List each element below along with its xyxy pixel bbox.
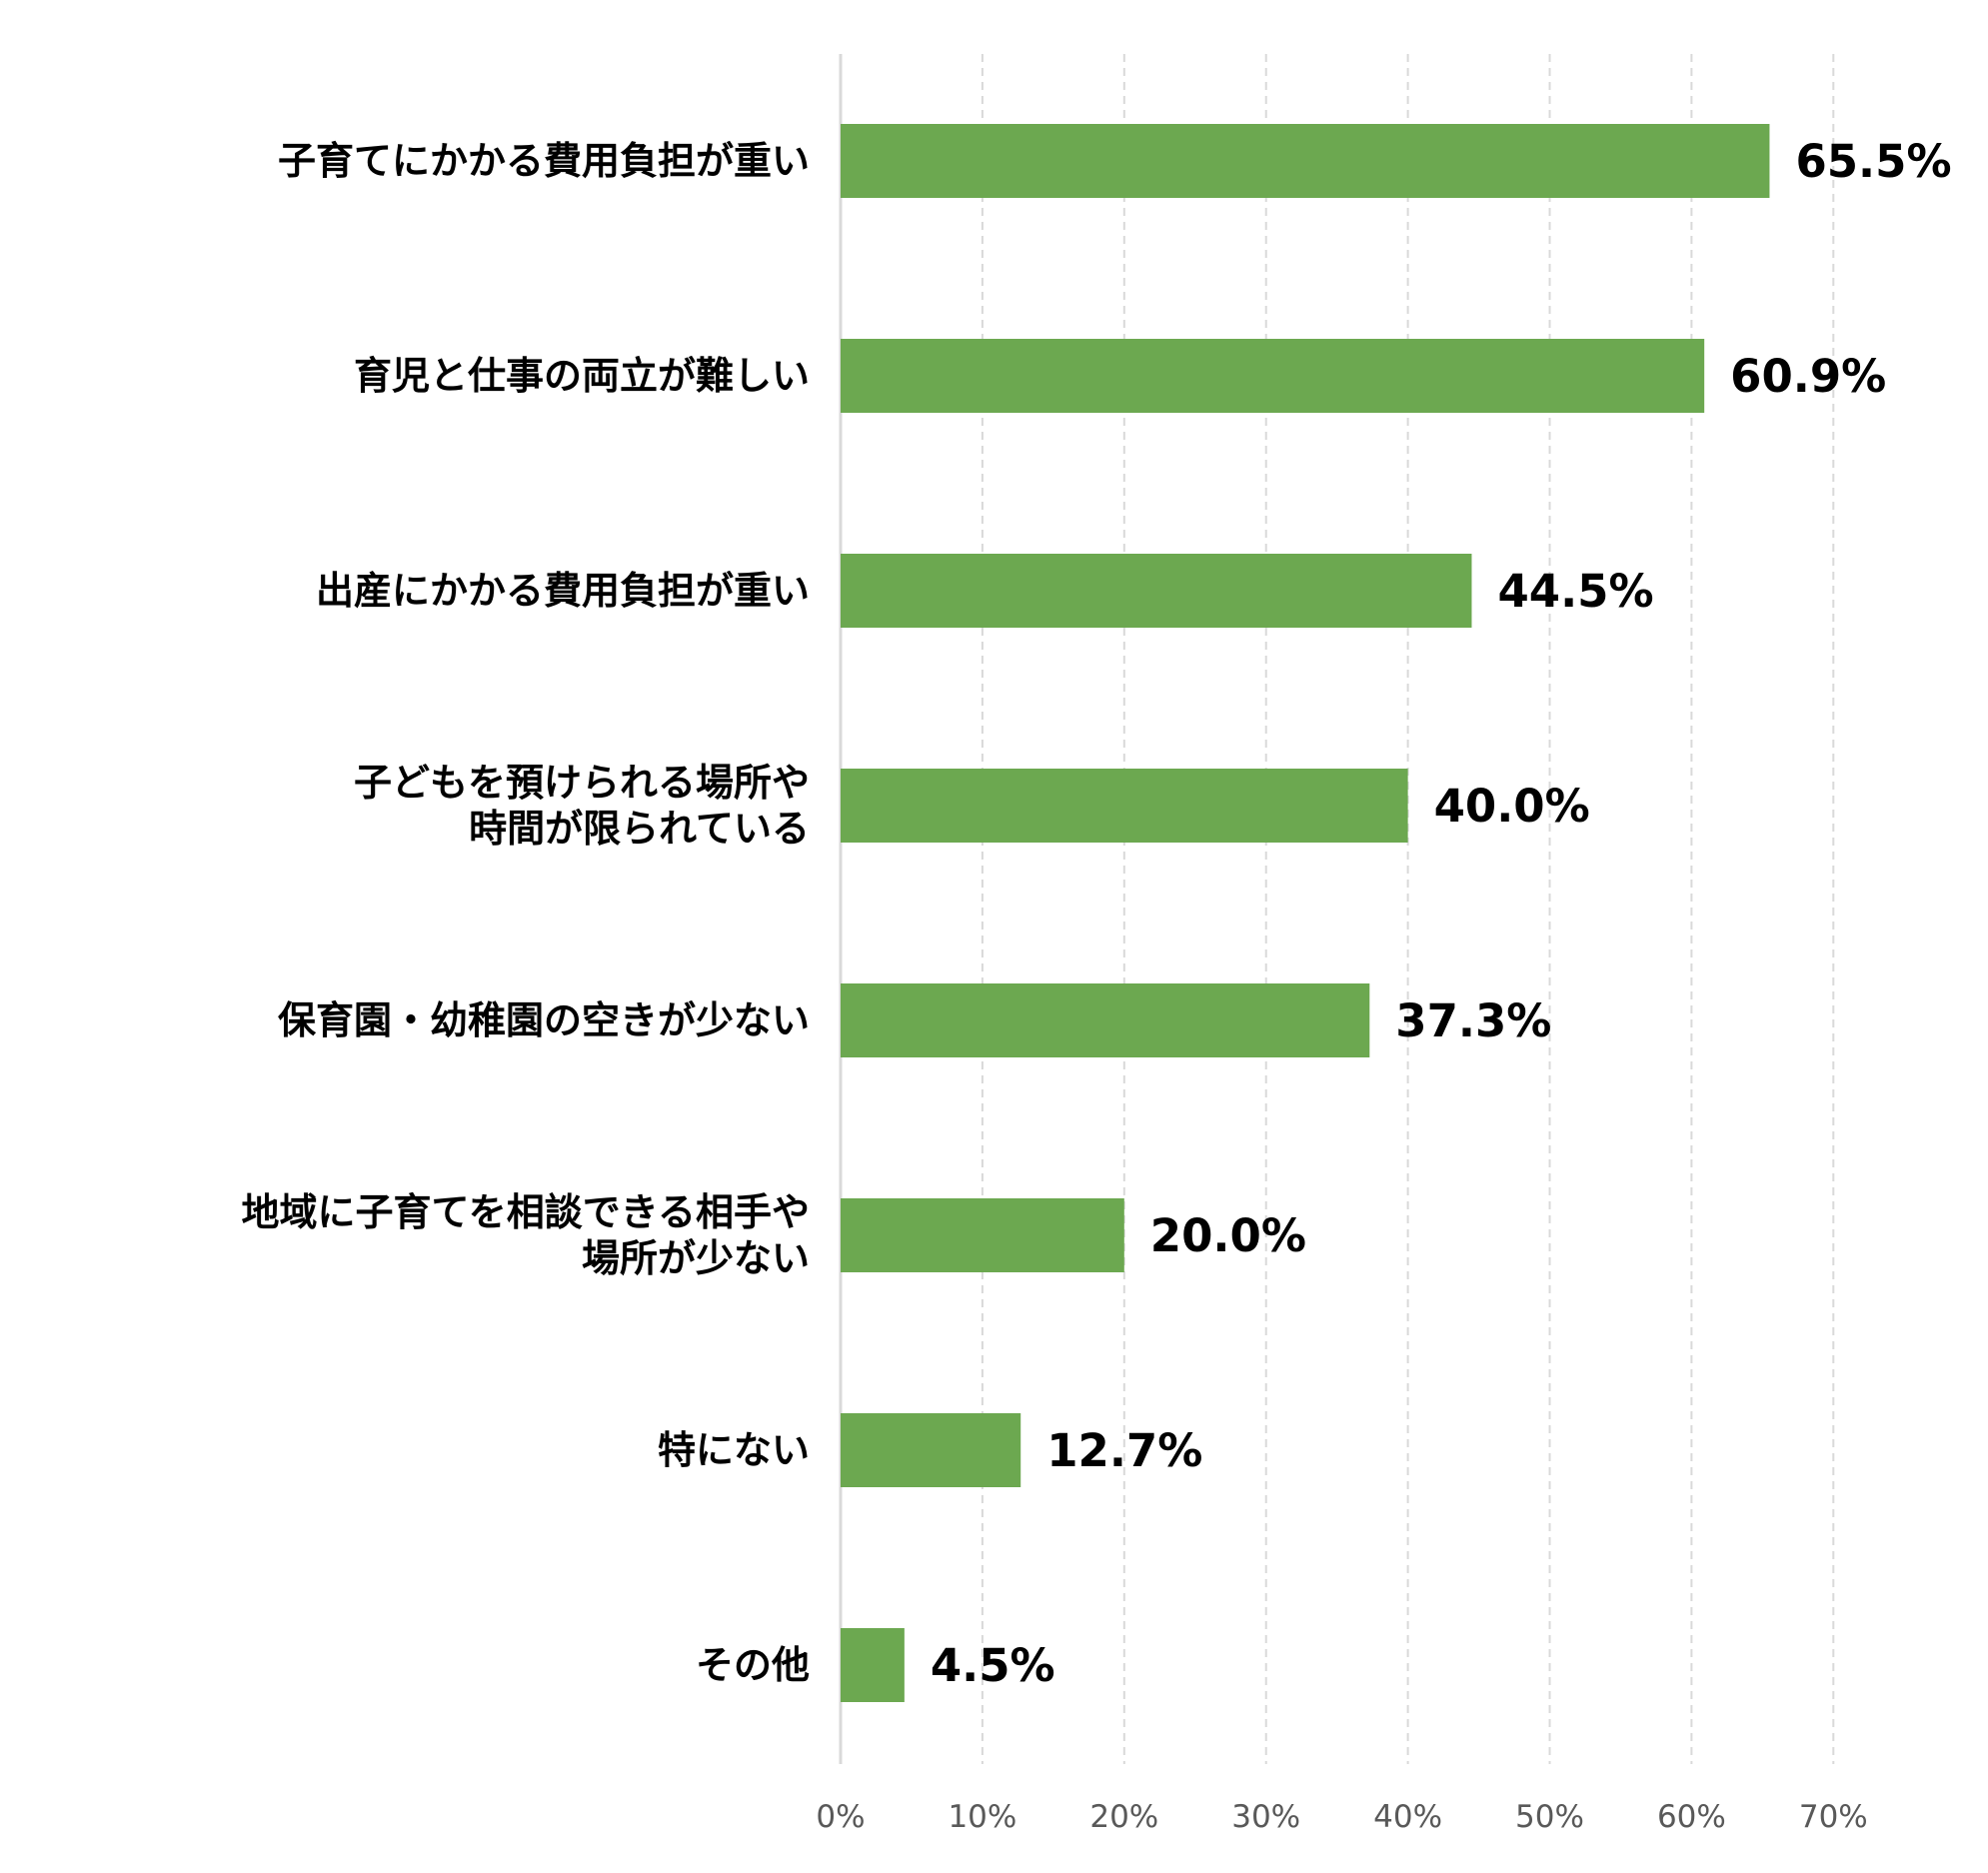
category-label-line: 出産にかかる費用負担が重い bbox=[316, 569, 810, 613]
category-label: 子育てにかかる費用負担が重い bbox=[278, 139, 810, 183]
data-label: 37.3% bbox=[1395, 994, 1551, 1047]
bar bbox=[841, 124, 1770, 198]
x-tick-label: 60% bbox=[1657, 1799, 1726, 1835]
category-label: 保育園・幼稚園の空きが少ない bbox=[278, 998, 810, 1042]
category-label-line: 時間が限られている bbox=[469, 807, 810, 851]
category-label-line: 子どもを預けられる場所や bbox=[354, 761, 810, 805]
category-label: 特にない bbox=[658, 1428, 810, 1472]
category-label: 育児と仕事の両立が難しい bbox=[354, 354, 810, 398]
x-tick-label: 30% bbox=[1231, 1799, 1300, 1835]
data-label: 4.5% bbox=[931, 1639, 1055, 1692]
data-label: 12.7% bbox=[1046, 1424, 1202, 1477]
data-label: 40.0% bbox=[1434, 780, 1590, 833]
category-label: 子どもを預けられる場所や時間が限られている bbox=[354, 761, 810, 851]
data-label: 65.5% bbox=[1795, 135, 1951, 188]
bar bbox=[841, 983, 1370, 1057]
x-tick-label: 10% bbox=[948, 1799, 1016, 1835]
category-label: その他 bbox=[696, 1643, 810, 1687]
category-label-line: 子育てにかかる費用負担が重い bbox=[278, 139, 810, 183]
x-tick-label: 40% bbox=[1373, 1799, 1442, 1835]
bar bbox=[841, 1198, 1124, 1272]
data-label: 20.0% bbox=[1150, 1209, 1306, 1262]
bar bbox=[841, 339, 1705, 413]
category-label-line: 特にない bbox=[658, 1428, 810, 1472]
category-label-line: その他 bbox=[696, 1643, 810, 1687]
bar bbox=[841, 1628, 905, 1702]
data-label: 44.5% bbox=[1497, 565, 1653, 618]
category-label-line: 地域に子育てを相談できる相手や bbox=[242, 1190, 810, 1234]
category-label-line: 場所が少ない bbox=[582, 1236, 810, 1280]
bar bbox=[841, 769, 1408, 843]
x-tick-label: 0% bbox=[816, 1799, 865, 1835]
category-label-line: 育児と仕事の両立が難しい bbox=[354, 354, 810, 398]
x-tick-label: 20% bbox=[1089, 1799, 1158, 1835]
category-label: 出産にかかる費用負担が重い bbox=[316, 569, 810, 613]
x-tick-label: 70% bbox=[1799, 1799, 1868, 1835]
category-label-line: 保育園・幼稚園の空きが少ない bbox=[278, 998, 810, 1042]
x-tick-label: 50% bbox=[1515, 1799, 1584, 1835]
bar bbox=[841, 1413, 1021, 1487]
category-label: 地域に子育てを相談できる相手や場所が少ない bbox=[242, 1190, 810, 1280]
data-label: 60.9% bbox=[1730, 350, 1886, 403]
bar bbox=[841, 554, 1472, 628]
